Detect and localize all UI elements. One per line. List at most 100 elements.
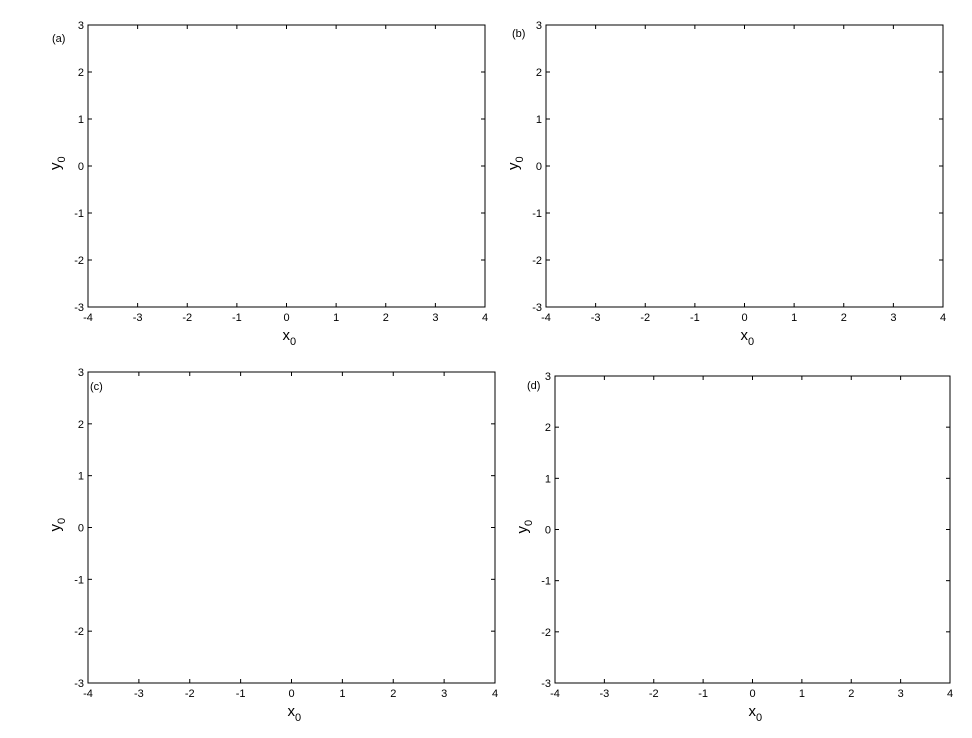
x-tick-label: 4	[940, 312, 946, 324]
axes-frame	[87, 371, 496, 684]
panel-label: (d)	[527, 380, 540, 392]
y-tick-label: -2	[541, 627, 551, 639]
x-axis-label-subscript: 0	[756, 712, 762, 724]
x-tick-label: 3	[441, 688, 447, 700]
x-tick-label: 2	[841, 312, 847, 324]
x-axis-label-main: x	[741, 327, 749, 344]
basin-gap	[725, 137, 824, 166]
basin-region	[550, 31, 937, 300]
x-axis-label-subscript: 0	[748, 336, 754, 348]
x-tick-label: -4	[83, 688, 93, 700]
basin-gap	[417, 180, 438, 273]
y-tick-label: 1	[536, 114, 542, 126]
y-axis-label-subscript: 0	[56, 518, 68, 524]
x-tick-label: 0	[283, 312, 289, 324]
x-tick-label: 2	[383, 312, 389, 324]
y-tick-label: -1	[532, 208, 542, 220]
x-tick-label: -4	[550, 688, 560, 700]
x-tick-label: 4	[482, 312, 488, 324]
y-axis-label: y0	[47, 518, 68, 532]
y-tick-label: 0	[78, 161, 84, 173]
x-tick-label: -3	[599, 688, 609, 700]
x-axis-label-subscript: 0	[295, 712, 301, 724]
basin-gap	[566, 51, 923, 293]
basin-gap	[175, 138, 184, 180]
x-tick-label: 4	[947, 688, 953, 700]
y-axis-label-subscript: 0	[56, 156, 68, 162]
y-tick-label: 3	[78, 20, 84, 32]
y-tick-label: -2	[74, 626, 84, 638]
x-tick-label: 1	[339, 688, 345, 700]
x-tick-label: 2	[390, 688, 396, 700]
y-tick-label: 2	[78, 419, 84, 431]
x-tick-label: -4	[541, 312, 551, 324]
x-axis-label: x0	[283, 327, 297, 348]
x-tick-label: 0	[749, 688, 755, 700]
x-tick-label: 0	[741, 312, 747, 324]
y-tick-label: 2	[545, 422, 551, 434]
y-tick-label: -1	[74, 208, 84, 220]
panel-label: (a)	[52, 33, 65, 45]
y-tick-label: 0	[536, 161, 542, 173]
x-tick-label: -2	[185, 688, 195, 700]
x-tick-label: -1	[232, 312, 242, 324]
y-tick-label: -1	[541, 576, 551, 588]
basin-gap	[207, 81, 450, 184]
y-axis-label: y0	[514, 520, 535, 534]
x-tick-label: 2	[848, 688, 854, 700]
y-tick-label: -2	[532, 255, 542, 267]
x-tick-label: 1	[333, 312, 339, 324]
y-axis-label-main: y	[47, 162, 64, 170]
x-tick-label: 0	[288, 688, 294, 700]
y-tick-label: -3	[74, 678, 84, 690]
basin-gap	[128, 296, 366, 302]
y-axis-label-subscript: 0	[523, 520, 535, 526]
basin-region	[93, 372, 495, 683]
x-axis-label: x0	[288, 703, 302, 724]
y-axis-label: y0	[505, 156, 526, 170]
x-tick-label: 1	[799, 688, 805, 700]
x-tick-label: -1	[236, 688, 246, 700]
x-axis-label-main: x	[283, 327, 291, 344]
y-tick-label: 0	[78, 523, 84, 535]
x-tick-label: -4	[83, 312, 93, 324]
y-axis-label-main: y	[47, 524, 64, 532]
x-tick-label: -1	[690, 312, 700, 324]
basin-gap	[326, 265, 465, 299]
y-tick-label: 1	[78, 114, 84, 126]
axes-frame	[554, 375, 951, 684]
y-tick-label: 0	[545, 525, 551, 537]
x-axis-label-subscript: 0	[290, 336, 296, 348]
x-tick-label: -3	[134, 688, 144, 700]
x-axis-label-main: x	[749, 703, 757, 720]
x-tick-label: 1	[791, 312, 797, 324]
y-tick-label: 1	[545, 473, 551, 485]
basin-gap	[645, 221, 784, 245]
x-tick-label: 3	[432, 312, 438, 324]
y-tick-label: 3	[78, 367, 84, 379]
x-axis-label: x0	[749, 703, 763, 724]
y-tick-label: -3	[74, 302, 84, 314]
y-tick-label: -3	[541, 678, 551, 690]
y-tick-label: 1	[78, 471, 84, 483]
y-axis-label-main: y	[514, 526, 531, 534]
y-tick-label: -1	[74, 574, 84, 586]
basin-region	[555, 376, 950, 683]
basin-gap	[784, 81, 923, 84]
y-tick-label: -2	[74, 255, 84, 267]
basin-map	[550, 31, 937, 300]
y-tick-label: 2	[78, 67, 84, 79]
x-tick-label: -2	[640, 312, 650, 324]
y-tick-label: 2	[536, 67, 542, 79]
y-axis-label-main: y	[505, 162, 522, 170]
y-axis-label: y0	[47, 156, 68, 170]
basin-map	[93, 372, 495, 683]
basin-map	[88, 25, 485, 307]
basin-map	[555, 376, 950, 683]
x-tick-label: 4	[492, 688, 498, 700]
x-axis-label: x0	[741, 327, 755, 348]
x-tick-label: -3	[591, 312, 601, 324]
